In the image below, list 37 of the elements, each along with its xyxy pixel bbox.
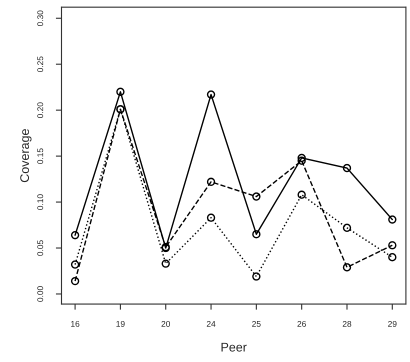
point (206, 214, 216, 222)
point (70, 260, 80, 269)
point (70, 230, 80, 240)
y-tick-label: 0.25 (37, 56, 44, 72)
x-tick-label: 19 (116, 320, 125, 327)
point (298, 156, 306, 165)
x-tick-label: 24 (206, 320, 216, 327)
point (206, 90, 216, 99)
point (116, 88, 125, 96)
y-axis-title: Coverage (20, 129, 32, 182)
point (252, 192, 261, 201)
point (342, 224, 352, 232)
point (388, 241, 396, 250)
x-axis-title: Peer (222, 342, 247, 352)
y-tick-label: 0.30 (37, 10, 44, 26)
point (70, 276, 80, 286)
point (162, 259, 170, 268)
y-tick-label: 0.15 (37, 148, 44, 164)
point (388, 215, 396, 224)
point (342, 164, 352, 172)
point (298, 154, 306, 162)
x-tick-label: 26 (297, 320, 306, 327)
point (342, 263, 352, 272)
x-tick-label: 28 (342, 320, 352, 327)
point (252, 230, 261, 238)
x-tick-label: 16 (71, 320, 80, 327)
y-tick-label: 0.05 (37, 240, 44, 256)
x-tick-label: 29 (388, 320, 397, 327)
x-tick-label: 20 (162, 320, 170, 327)
point (298, 190, 306, 199)
point (252, 272, 261, 281)
point (206, 178, 216, 186)
y-tick-label: 0.00 (37, 286, 44, 302)
x-tick-label: 25 (252, 320, 261, 327)
point (388, 253, 396, 262)
y-tick-label: 0.20 (37, 102, 44, 118)
y-tick-label: 0.10 (37, 194, 44, 210)
